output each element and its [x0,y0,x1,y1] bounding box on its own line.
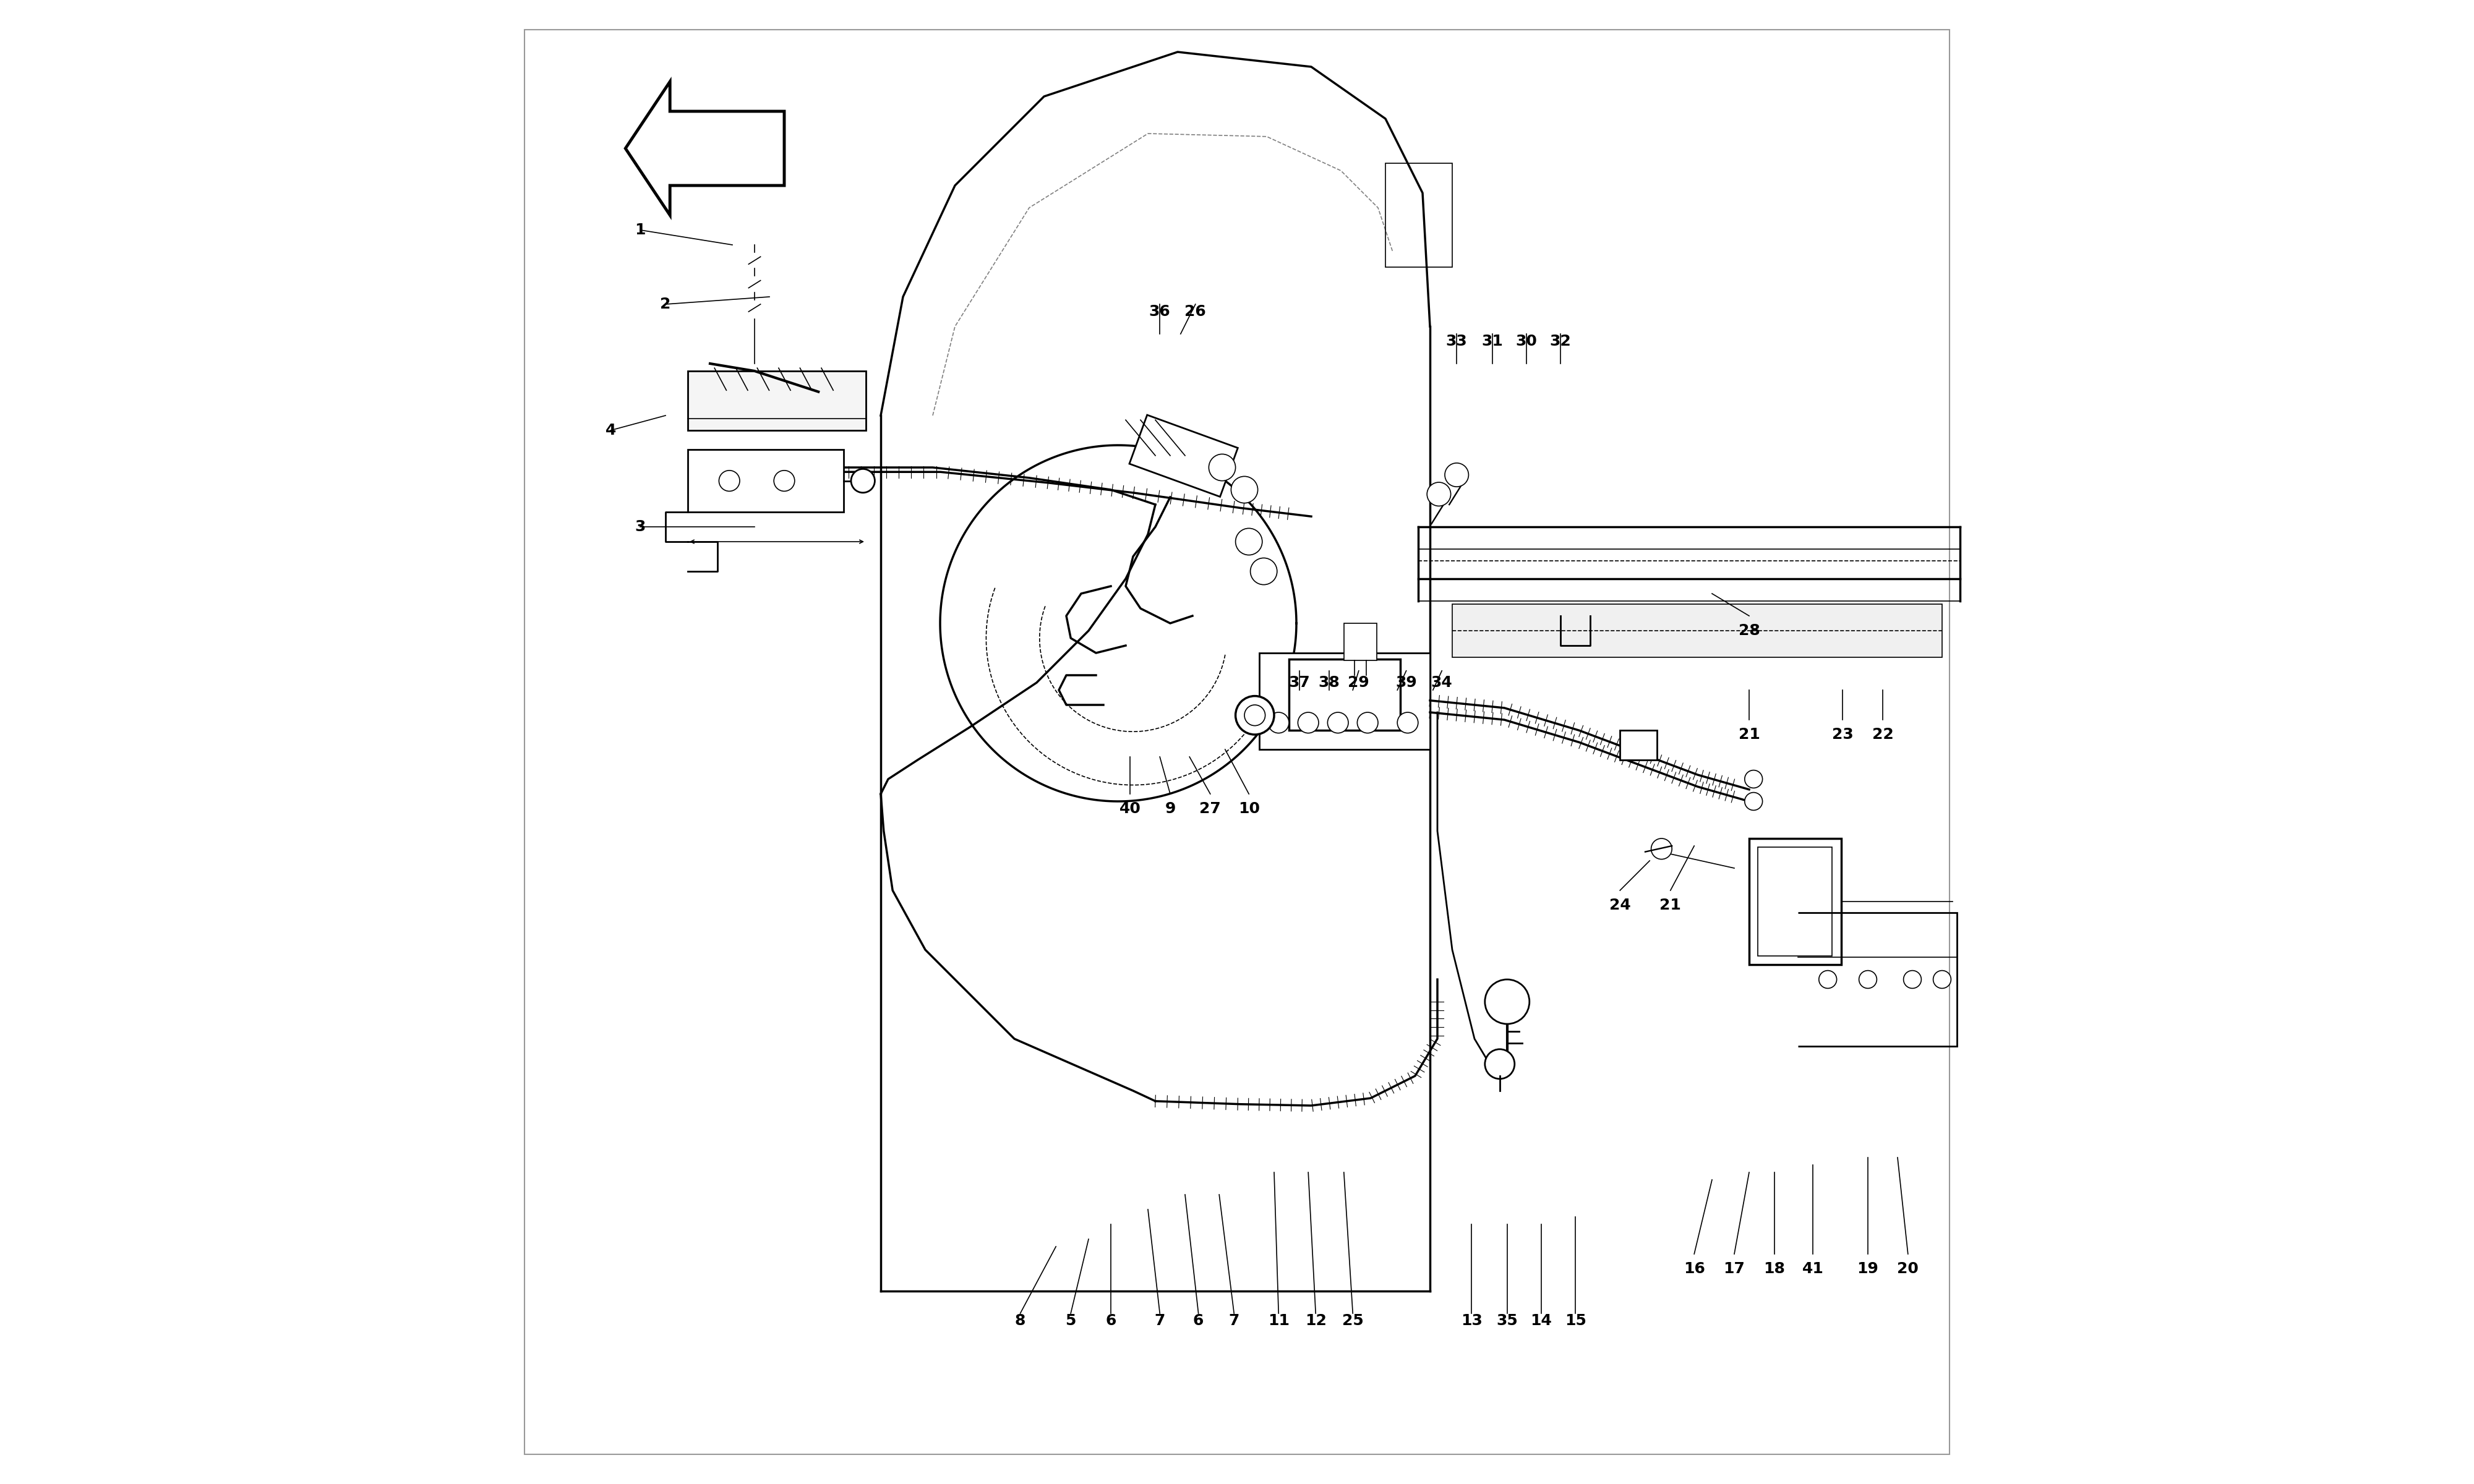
Text: 35: 35 [1497,1313,1519,1328]
Bar [1759,847,1833,956]
Text: 11: 11 [1267,1313,1289,1328]
Circle shape [1427,482,1450,506]
Text: 40: 40 [1118,801,1141,816]
Bar [1620,730,1658,760]
Circle shape [851,469,876,493]
Text: 39: 39 [1395,675,1418,690]
Circle shape [1932,971,1952,988]
Circle shape [1358,712,1378,733]
Text: 10: 10 [1237,801,1259,816]
Bar [688,450,844,512]
Text: 5: 5 [1066,1313,1076,1328]
Text: 32: 32 [1549,334,1571,349]
Text: 29: 29 [1348,675,1371,690]
Bar [1343,623,1376,660]
Text: 33: 33 [1445,334,1467,349]
Text: 19: 19 [1858,1261,1878,1276]
Text: 24: 24 [1608,898,1630,913]
Text: 9: 9 [1165,801,1175,816]
Text: 16: 16 [1682,1261,1705,1276]
Circle shape [1445,463,1470,487]
Text: 23: 23 [1831,727,1853,742]
Text: 30: 30 [1517,334,1536,349]
Text: 17: 17 [1724,1261,1744,1276]
Circle shape [1249,558,1277,585]
Text: 36: 36 [1148,304,1170,319]
Circle shape [774,470,794,491]
Circle shape [1858,971,1878,988]
Circle shape [1244,705,1264,726]
Circle shape [1744,792,1761,810]
Text: 21: 21 [1739,727,1759,742]
Bar [1385,163,1452,267]
Text: 12: 12 [1304,1313,1326,1328]
Text: 7: 7 [1155,1313,1165,1328]
Text: 21: 21 [1660,898,1682,913]
Text: 2: 2 [661,297,670,312]
Text: 25: 25 [1341,1313,1363,1328]
Circle shape [1235,528,1262,555]
Circle shape [1818,971,1836,988]
Circle shape [1235,696,1274,735]
Text: 28: 28 [1739,623,1759,638]
Text: 18: 18 [1764,1261,1786,1276]
Circle shape [1650,838,1672,859]
Text: 27: 27 [1200,801,1222,816]
Bar [1259,653,1430,749]
Text: 14: 14 [1531,1313,1551,1328]
Circle shape [1484,979,1529,1024]
Text: 31: 31 [1482,334,1504,349]
Text: 37: 37 [1289,675,1311,690]
Text: 3: 3 [636,519,646,534]
Bar [1289,659,1400,730]
Text: 8: 8 [1014,1313,1027,1328]
Text: 38: 38 [1319,675,1341,690]
Text: 22: 22 [1873,727,1893,742]
Bar [688,371,866,430]
Circle shape [1299,712,1319,733]
Circle shape [1484,1049,1514,1079]
Bar [1128,416,1237,497]
Text: 15: 15 [1564,1313,1586,1328]
Circle shape [1210,454,1235,481]
Text: 6: 6 [1192,1313,1205,1328]
Circle shape [1232,476,1257,503]
Circle shape [720,470,740,491]
Bar [1749,838,1841,965]
Text: 13: 13 [1460,1313,1482,1328]
Circle shape [1269,712,1289,733]
Text: 6: 6 [1106,1313,1116,1328]
Text: 20: 20 [1898,1261,1920,1276]
Bar [1452,604,1942,657]
Text: 7: 7 [1230,1313,1239,1328]
Text: 1: 1 [636,223,646,237]
Circle shape [1744,770,1761,788]
Text: 34: 34 [1430,675,1452,690]
Text: 41: 41 [1801,1261,1823,1276]
Circle shape [1903,971,1922,988]
Text: 4: 4 [606,423,616,438]
Circle shape [1398,712,1418,733]
Circle shape [1329,712,1348,733]
Text: 26: 26 [1185,304,1207,319]
